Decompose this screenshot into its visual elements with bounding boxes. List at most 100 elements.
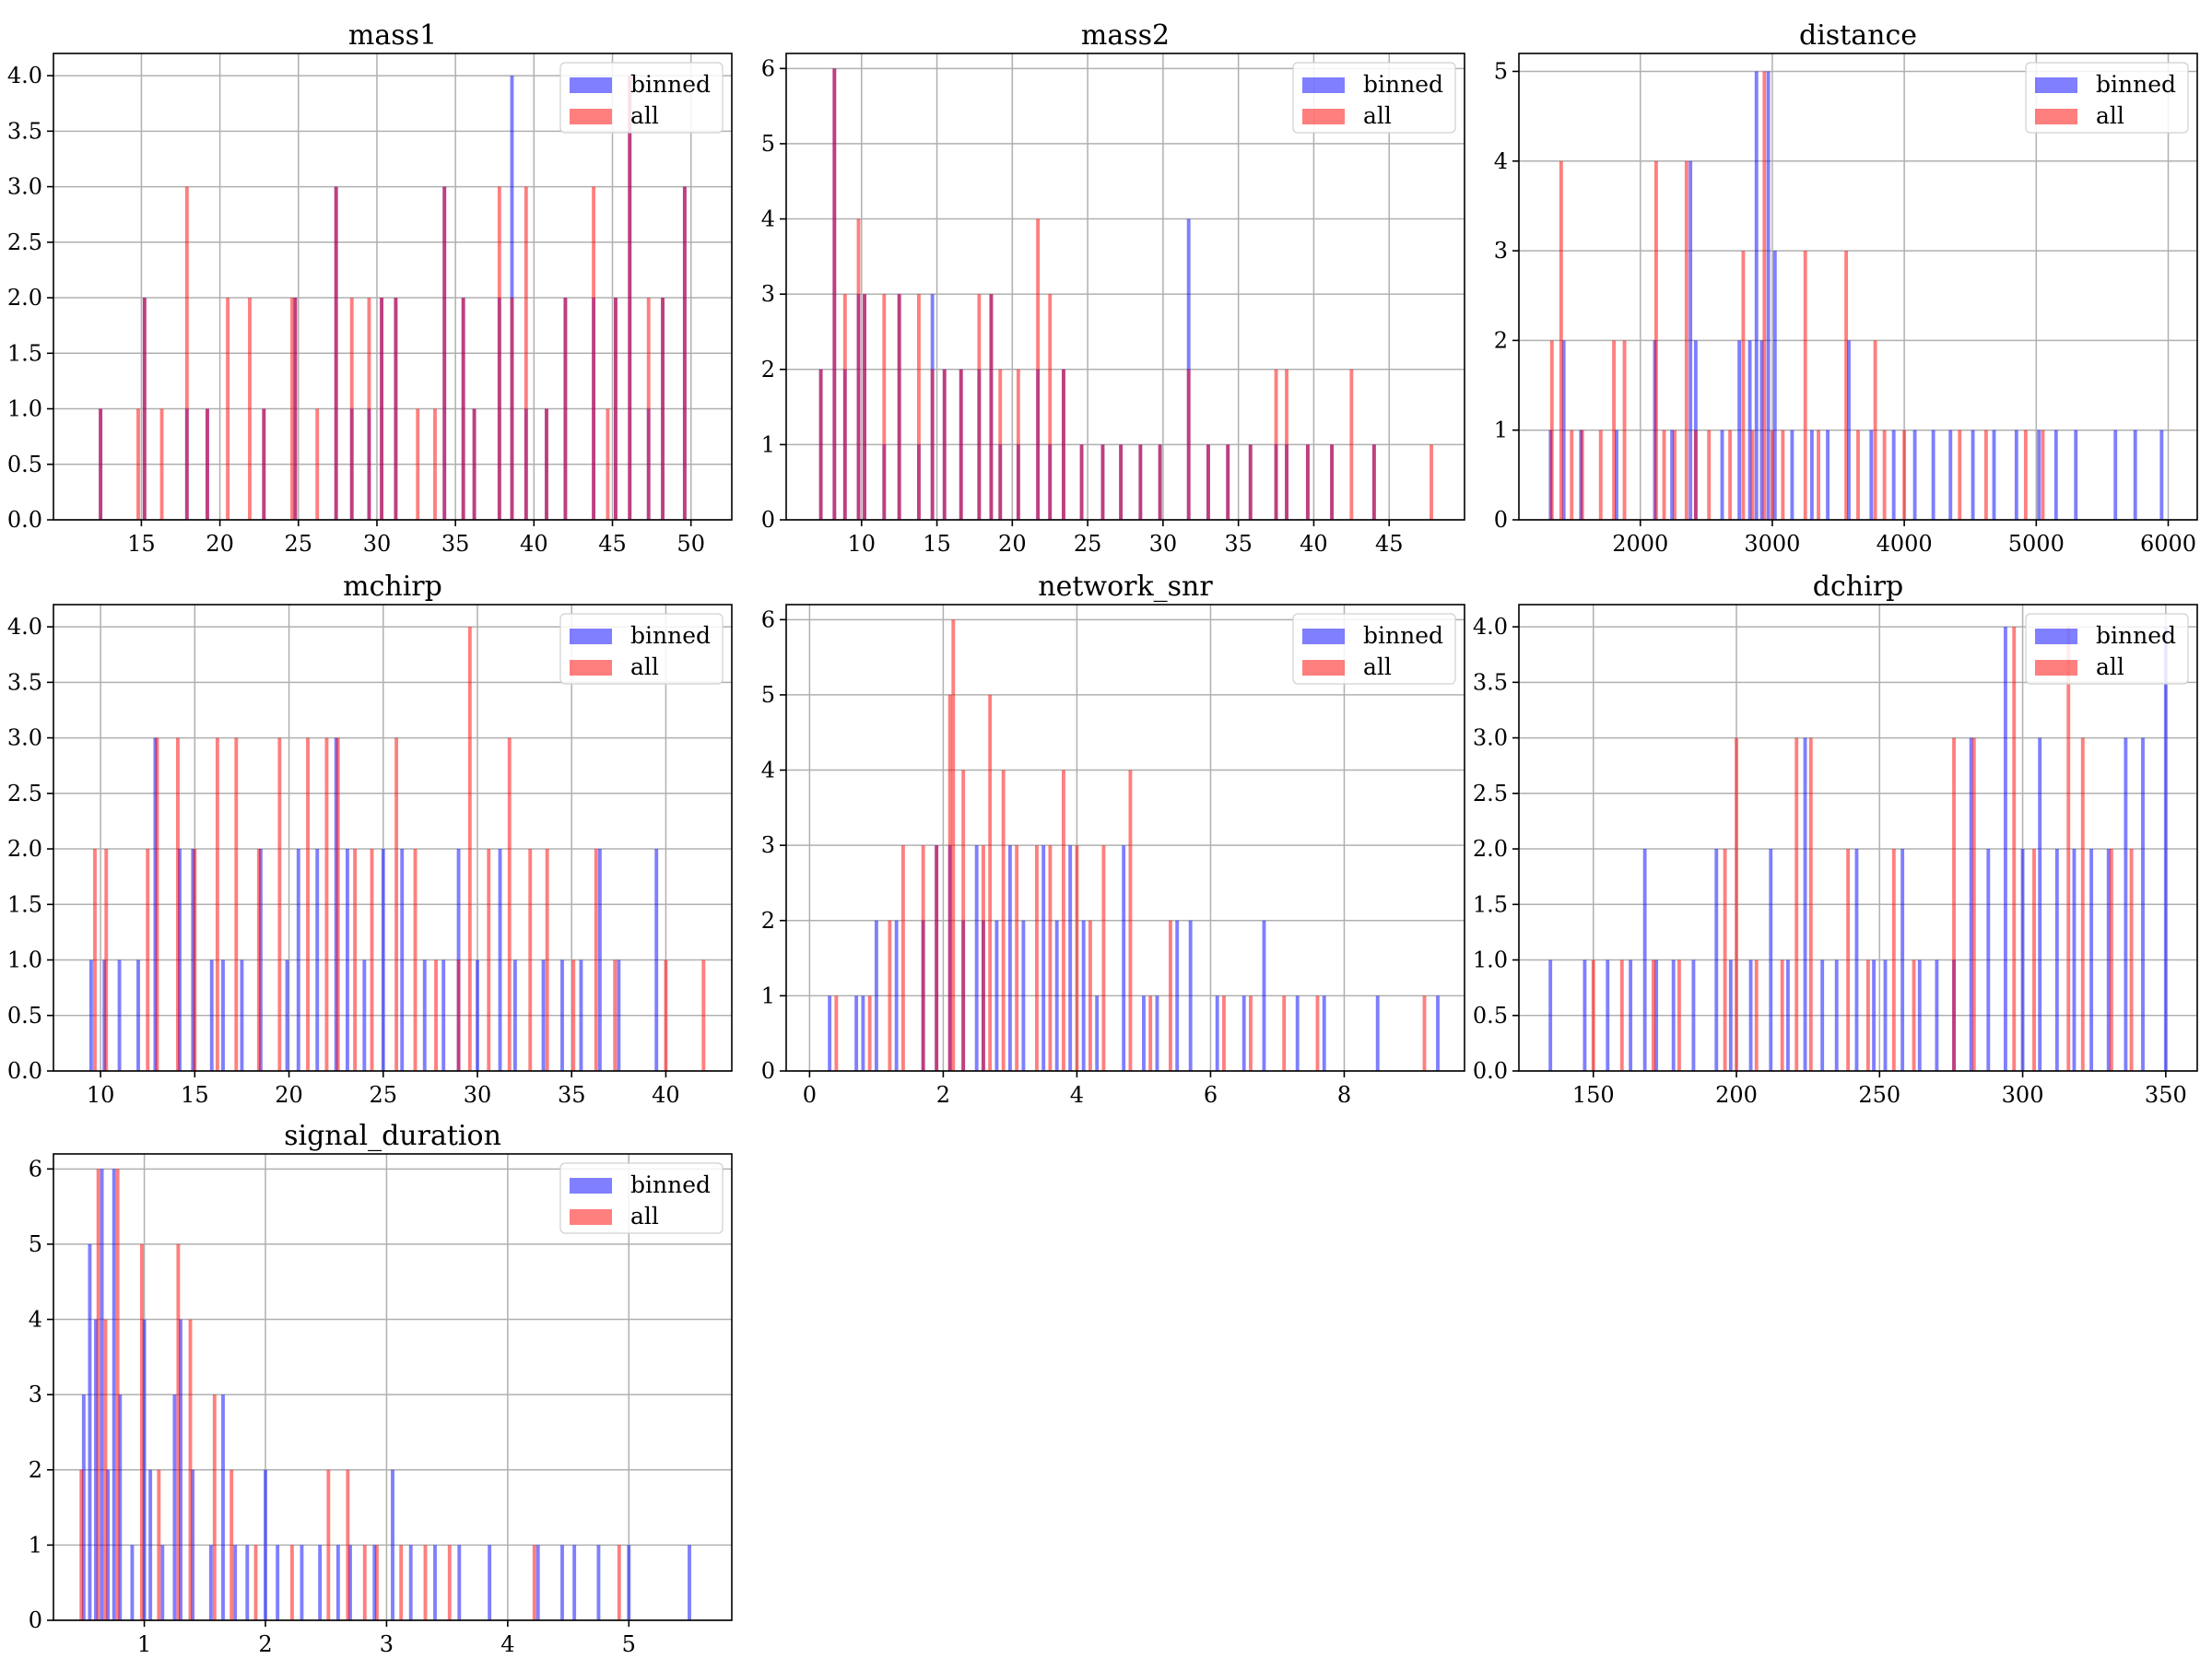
histogram-bar-all [930,369,935,520]
histogram-bar-binned [285,959,289,1071]
legend-label-binned: binned [2096,622,2176,649]
y-tick-label: 5 [761,682,775,708]
histogram-bar-all [2080,737,2085,1071]
x-tick-label: 150 [1572,1082,1615,1108]
histogram-bar-binned [1322,995,1326,1071]
histogram-bar-all [563,298,568,520]
histogram-bar-binned [179,1319,182,1620]
y-tick-label: 4 [761,206,775,232]
histogram-bar-binned [258,849,263,1071]
x-tick-label: 4000 [1877,531,1933,557]
x-tick-label: 3000 [1744,531,1800,557]
histogram-bar-all [1248,444,1253,520]
y-tick-label: 2 [761,908,775,934]
y-tick-label: 1.0 [1473,947,1508,973]
y-tick-label: 0 [1494,507,1508,533]
y-tick-label: 0.5 [1473,1003,1508,1029]
histogram-bar-binned [2003,627,2007,1071]
histogram-bar-binned [100,1169,104,1620]
histogram-bar-binned [596,1545,601,1620]
histogram-bar-binned [1883,959,1888,1071]
histogram-bar-all [306,737,310,1071]
histogram-bar-binned [2089,849,2094,1071]
histogram-bar-binned [1295,995,1300,1071]
histogram-bar-binned [1785,959,1790,1071]
histogram-bar-binned [1969,737,1973,1071]
histogram-bar-all [184,186,189,521]
histogram-bar-all [2109,849,2113,1071]
histogram-bar-all [442,186,447,521]
histogram-bar-all [215,737,219,1071]
legend-label-all: all [2096,653,2124,680]
histogram-bar-all [188,1319,193,1620]
histogram-bar-binned [1820,959,1825,1071]
histogram-bar-all [832,68,837,521]
x-tick-label: 35 [441,531,470,557]
histogram-bar-all [1684,160,1688,520]
x-tick-label: 30 [1149,531,1178,557]
histogram-bar-all [334,186,338,521]
histogram-bar-all [1781,429,1785,520]
histogram-bar-all [315,408,320,520]
histogram-bar-binned [1068,845,1073,1071]
histogram-bar-binned [1720,429,1724,520]
histogram-bar-all [882,294,887,520]
legend-swatch-all [2035,660,2077,676]
histogram-bar-binned [1021,920,1026,1071]
histogram-bar-all [571,959,576,1071]
histogram-bar-all [863,294,866,520]
histogram-bar-binned [117,959,122,1071]
y-tick-label: 2 [29,1457,42,1483]
histogram-bar-binned [2124,737,2128,1071]
histogram-bar-all [326,1469,331,1620]
x-tick-label: 10 [848,531,877,557]
histogram-bar-binned [627,1545,631,1620]
x-tick-label: 5 [622,1631,636,1657]
histogram-bar-binned [1142,995,1146,1071]
histogram-bar-all [1808,737,1813,1071]
histogram-bar-all [1048,845,1053,1071]
histogram-bar-all [1612,340,1617,520]
x-tick-label: 40 [1300,531,1328,557]
histogram-bar-binned [245,1545,250,1620]
histogram-bar-all [1846,849,1851,1071]
legend-swatch-binned [1302,629,1345,644]
histogram-bar-all [2066,627,2071,1071]
histogram-bar-all [1371,444,1376,520]
histogram-bar-binned [2054,849,2059,1071]
histogram-bar-binned [1186,218,1191,520]
histogram-bar-all [461,298,465,520]
histogram-bar-binned [1766,71,1771,520]
histogram-bar-all [159,408,164,520]
histogram-bar-all [1001,770,1006,1071]
histogram-bar-all [290,298,294,520]
legend-swatch-binned [570,1178,612,1194]
x-tick-label: 4 [1070,1082,1084,1108]
subplot-mchirp: 10 15 20 25 30 35 40 0.0 0.5 1.0 1.5 2.0 2.5 3.0 3.5 4.… [7,571,733,1108]
x-tick-label: 20 [998,531,1027,557]
histogram-bar-all [613,298,618,520]
subplot-title: dchirp [1813,571,1903,603]
histogram-bar-all [592,186,596,521]
axes-frame [785,604,1465,1072]
y-tick-label: 6 [29,1156,42,1182]
histogram-bar-binned [2133,429,2137,520]
histogram-bar-binned [1948,429,1953,520]
histogram-bar-all [528,849,533,1071]
histogram-bar-all [487,849,491,1071]
histogram-bar-all [93,849,97,1071]
histogram-bar-all [1138,444,1143,520]
histogram-bar-all [900,845,905,1071]
histogram-bar-all [606,408,610,520]
y-tick-label: 1.5 [7,340,42,366]
histogram-bar-all [1844,251,1849,520]
x-tick-label: 35 [558,1082,586,1108]
y-tick-label: 2 [1494,327,1508,353]
histogram-bar-all [1873,340,1877,520]
histogram-bar-all [1693,429,1698,520]
histogram-bar-binned [372,1545,377,1620]
histogram-bar-binned [560,1545,564,1620]
histogram-bar-all [353,849,358,1071]
histogram-bar-binned [541,959,546,1071]
histogram-bar-all [349,298,354,520]
